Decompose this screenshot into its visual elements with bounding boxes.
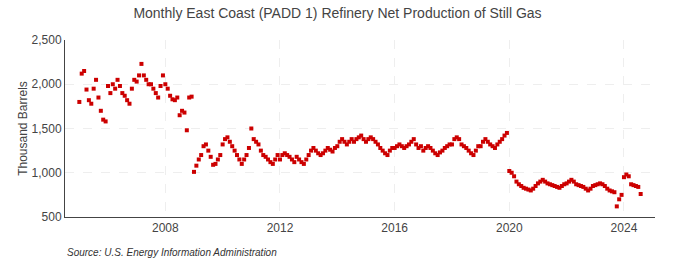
svg-text:2024: 2024 xyxy=(611,221,638,235)
svg-text:1,500: 1,500 xyxy=(32,122,62,136)
svg-text:1,000: 1,000 xyxy=(32,166,62,180)
svg-text:Source: U.S. Energy Informatio: Source: U.S. Energy Information Administ… xyxy=(67,247,277,258)
svg-text:2,000: 2,000 xyxy=(32,77,62,91)
svg-text:Thousand Barrels: Thousand Barrels xyxy=(16,81,30,176)
svg-text:2012: 2012 xyxy=(267,221,294,235)
svg-text:500: 500 xyxy=(42,210,62,224)
svg-text:2020: 2020 xyxy=(496,221,523,235)
svg-text:2016: 2016 xyxy=(381,221,408,235)
svg-text:Monthly East Coast (PADD 1) Re: Monthly East Coast (PADD 1) Refinery Net… xyxy=(133,5,541,21)
svg-text:2008: 2008 xyxy=(152,221,179,235)
svg-text:2,500: 2,500 xyxy=(32,33,62,47)
